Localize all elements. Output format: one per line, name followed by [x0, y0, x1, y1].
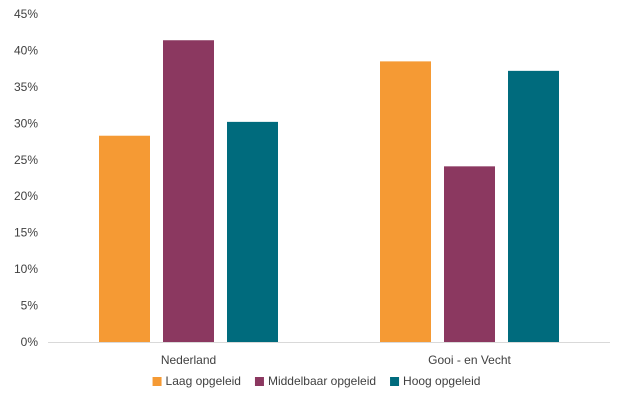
y-tick-label: 20%: [14, 189, 38, 203]
y-tick-label: 25%: [14, 153, 38, 167]
x-category-label: Gooi - en Vecht: [428, 353, 511, 367]
y-tick-label: 15%: [14, 226, 38, 240]
y-tick-label: 5%: [21, 299, 39, 313]
legend: Laag opgeleid Middelbaar opgeleid Hoog opg…: [152, 374, 480, 388]
bar: [380, 61, 431, 342]
bar: [163, 40, 214, 343]
y-tick-label: 0%: [21, 335, 39, 349]
legend-label: Hoog opgeleid: [403, 374, 480, 388]
bar: [227, 121, 278, 343]
x-axis: Nederland Gooi - en Vecht: [161, 353, 512, 367]
y-tick-label: 45%: [14, 7, 38, 21]
y-tick-label: 10%: [14, 262, 38, 276]
y-axis: 0% 5% 10% 15% 20% 25% 30% 35% 40% 45%: [14, 7, 38, 349]
bar: [99, 135, 150, 342]
legend-swatch: [254, 377, 264, 386]
bars: [99, 40, 559, 343]
legend-item: Laag opgeleid: [152, 374, 241, 388]
legend-label: Laag opgeleid: [166, 374, 241, 388]
legend-swatch: [390, 377, 400, 386]
x-category-label: Nederland: [161, 353, 216, 367]
y-tick-label: 35%: [14, 80, 38, 94]
y-tick-label: 30%: [14, 116, 38, 130]
legend-item: Middelbaar opgeleid: [254, 374, 376, 388]
legend-item: Hoog opgeleid: [390, 374, 480, 388]
legend-label: Middelbaar opgeleid: [268, 374, 376, 388]
y-tick-label: 40%: [14, 43, 38, 57]
bar: [508, 70, 559, 342]
legend-swatch: [152, 377, 162, 386]
bar: [444, 166, 495, 342]
